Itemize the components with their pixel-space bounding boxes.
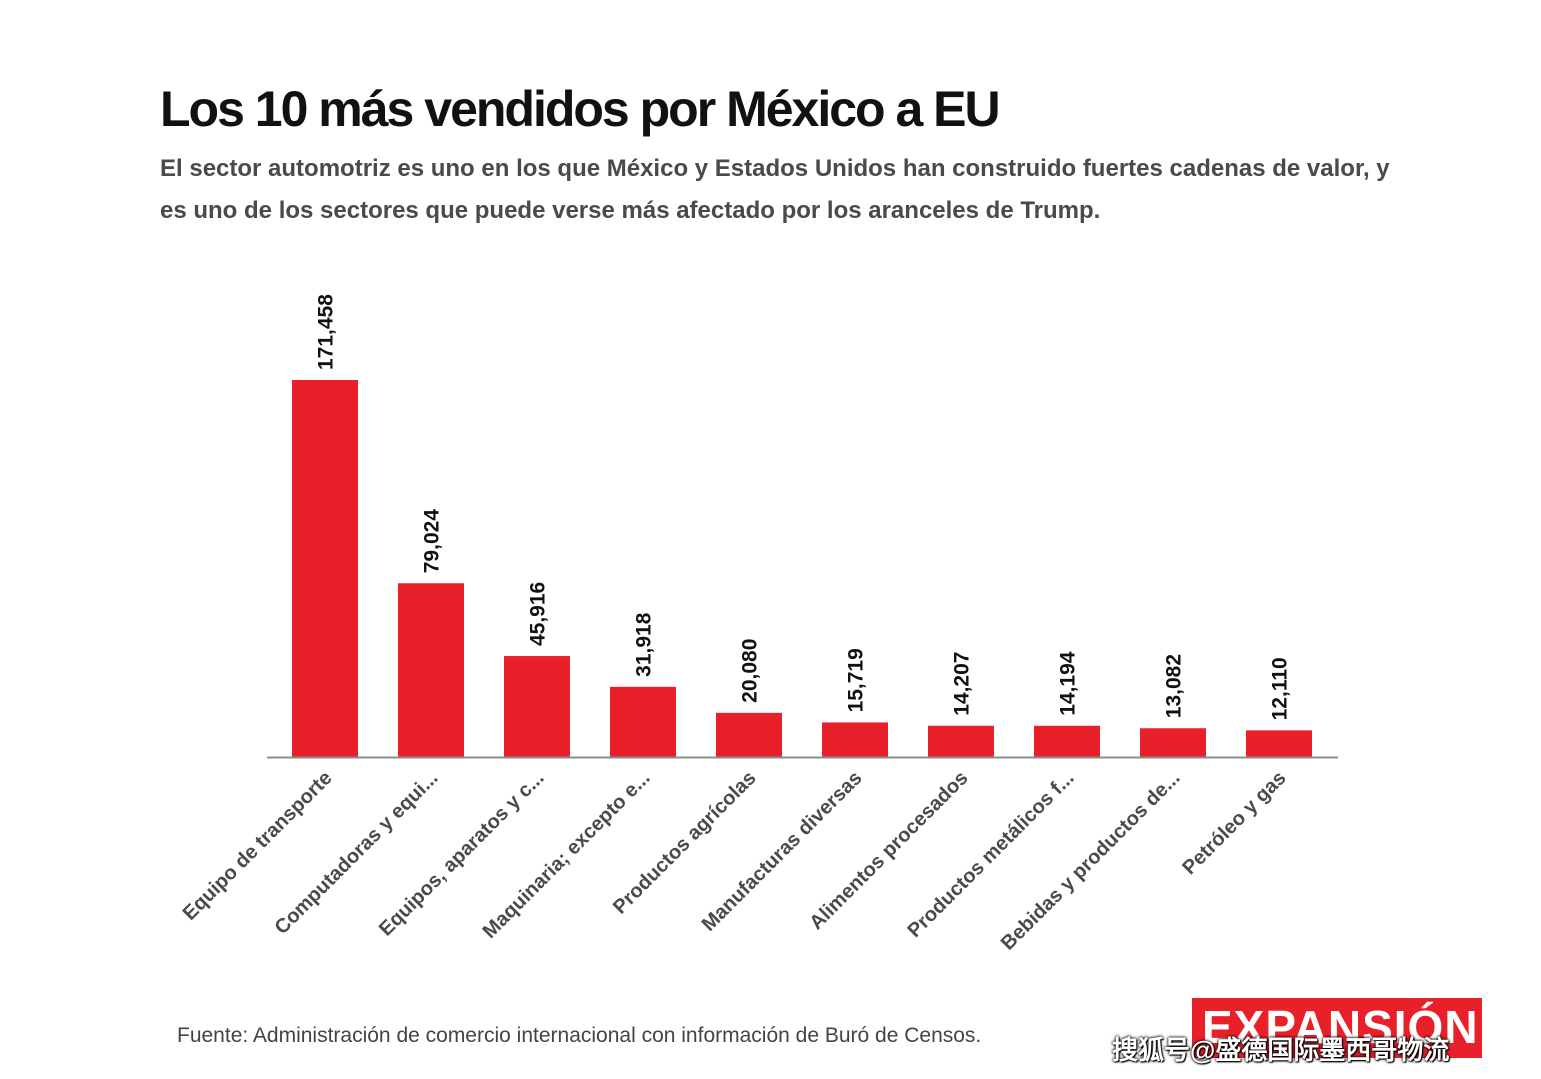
value-label-2: 79,024 (420, 509, 443, 574)
value-label-5: 20,080 (738, 639, 761, 703)
value-label-7: 14,207 (950, 652, 973, 716)
bar-chart: 171,458 79,024 45,916 31,918 20,080 15,719 14,… (179, 294, 1338, 955)
value-label-6: 15,719 (844, 648, 867, 712)
bar-9 (1140, 728, 1206, 757)
value-labels-layer: 171,458 79,024 45,916 31,918 20,080 15,719 14,… (314, 294, 1291, 721)
bar-1 (292, 380, 358, 757)
bar-8 (1034, 725, 1100, 757)
bar-6 (822, 722, 888, 757)
bar-4 (610, 686, 676, 757)
value-label-1: 171,458 (314, 294, 337, 370)
value-label-8: 14,194 (1056, 651, 1079, 716)
value-label-3: 45,916 (526, 582, 549, 646)
category-label-4: Maquinaria; excepto e... (479, 767, 655, 943)
bar-7 (928, 725, 994, 757)
category-label-9: Bebidas y productos de... (997, 767, 1185, 955)
logo-text: EXPANSIÓN (1202, 1001, 1479, 1053)
bar-5 (716, 712, 782, 757)
value-label-9: 13,082 (1162, 654, 1185, 718)
bar-2 (398, 583, 464, 757)
bar-10 (1246, 730, 1312, 757)
category-label-10: Petróleo y gas (1178, 767, 1290, 879)
bar-3 (504, 656, 570, 757)
chart-subtitle: El sector automotriz es uno en los que M… (160, 155, 1390, 224)
expansion-logo: EXPANSIÓN (1192, 998, 1482, 1058)
chart-title: Los 10 más vendidos por México a EU (160, 81, 1001, 137)
source-note: Fuente: Administración de comercio inter… (177, 1024, 982, 1047)
value-label-4: 31,918 (632, 612, 655, 677)
bars-layer (292, 380, 1312, 757)
value-label-10: 12,110 (1268, 657, 1291, 720)
watermark-text: 搜狐号@盛德国际墨西哥物流 (1112, 1035, 1450, 1065)
